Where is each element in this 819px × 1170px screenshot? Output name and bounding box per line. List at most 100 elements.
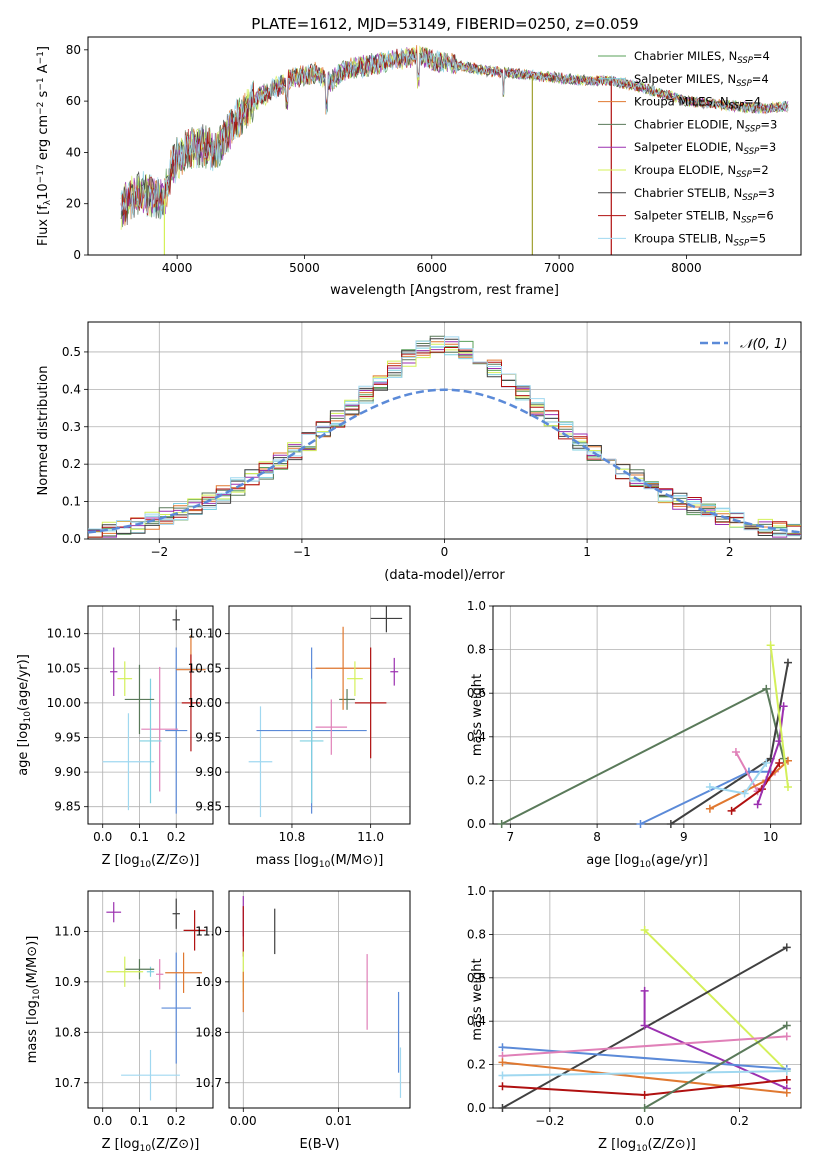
y-tick-label: 10.05 xyxy=(188,661,222,675)
y-tick-label: 10.9 xyxy=(195,975,222,989)
weight-marker xyxy=(762,684,771,693)
y-axis-label: mass weight xyxy=(470,674,485,756)
x-tick-label: 8000 xyxy=(671,261,702,275)
y-tick-label: 0.8 xyxy=(467,643,486,657)
figure-title: PLATE=1612, MJD=53149, FIBERID=0250, z=0… xyxy=(251,15,638,33)
y-tick-label: 10.00 xyxy=(47,696,81,710)
weight-marker xyxy=(731,748,740,757)
x-tick-label: 2 xyxy=(726,545,734,559)
normal-curve xyxy=(87,388,802,534)
x-axis-label: E(B-V) xyxy=(299,1137,339,1152)
x-axis-label: Z [log10(Z/Z⊙)] xyxy=(598,1137,696,1154)
y-tick-label: 0.3 xyxy=(62,420,81,434)
weight-marker xyxy=(782,1088,791,1097)
y-tick-label: 0.1 xyxy=(62,495,81,509)
weight-marker xyxy=(753,800,762,809)
x-tick-label: 9 xyxy=(680,830,688,844)
y-tick-label: 0.4 xyxy=(467,1014,486,1028)
weight-marker xyxy=(779,702,788,711)
weight-marker xyxy=(705,804,714,813)
weight-marker xyxy=(782,1075,791,1084)
weight-series xyxy=(644,1024,788,1109)
age-vs-Z-chart: 0.0 0.1 0.2 9.85 9.90 9.95 10.00 10.05 10.10 Z [l… xyxy=(16,605,214,870)
weight-vs-age-chart: 7 8 9 10 0.0 0.2 0.4 0.6 0.8 1.0 age [log10(age/yr… xyxy=(467,599,802,870)
x-tick-label: −1 xyxy=(293,545,311,559)
x-tick-label: 6000 xyxy=(416,261,447,275)
y-tick-label: 9.95 xyxy=(54,730,81,744)
y-tick-label: 0.4 xyxy=(62,382,81,396)
legend-entry: Kroupa ELODIE, NSSP=2 xyxy=(634,163,769,180)
y-tick-label: 10.7 xyxy=(54,1076,81,1090)
x-tick-label: −2 xyxy=(150,545,168,559)
weight-marker xyxy=(782,1067,791,1076)
weight-series xyxy=(502,1061,787,1094)
weight-marker xyxy=(640,1104,649,1112)
weight-series xyxy=(502,1046,787,1070)
y-tick-label: 60 xyxy=(66,94,81,108)
axes-frame xyxy=(87,890,214,1109)
x-tick-label: 0.01 xyxy=(325,1114,352,1128)
x-axis-label: (data-model)/error xyxy=(384,568,505,583)
weight-marker xyxy=(498,1058,507,1067)
error-bars xyxy=(242,896,402,1098)
legend-entry: 𝒩(0, 1) xyxy=(740,337,787,352)
y-tick-label: 10.8 xyxy=(195,1025,222,1039)
weight-marker xyxy=(640,1021,649,1030)
weight-series xyxy=(502,1070,787,1077)
x-axis-label: age [log10(age/yr)] xyxy=(586,853,708,870)
residuals-chart: −2 −1 0 1 2 0.0 0.1 0.2 0.3 0.4 0.5 𝒩(0, 1) (data-mo… xyxy=(36,321,802,583)
x-axis-label: Z [log10(Z/Z⊙)] xyxy=(102,1137,200,1154)
axes-frame xyxy=(228,605,411,825)
weight-marker xyxy=(762,758,771,767)
weight-marker xyxy=(727,806,736,815)
y-axis-label: age [log10(age/yr)] xyxy=(16,654,33,776)
y-tick-label: 80 xyxy=(66,43,81,57)
y-tick-label: 0.0 xyxy=(62,532,81,546)
spectrum-line xyxy=(120,47,789,220)
y-tick-label: 10.00 xyxy=(188,696,222,710)
y-axis-label: mass [log10(M/M⊙)] xyxy=(25,936,42,1064)
weight-marker xyxy=(766,641,775,650)
axes-frame xyxy=(87,36,802,256)
weight-marker xyxy=(498,1082,507,1091)
y-axis-label: Flux [fλ10−17 erg cm−2 s−1 A−1] xyxy=(36,46,53,246)
y-tick-label: 9.90 xyxy=(54,765,81,779)
y-tick-label: 0.6 xyxy=(467,971,486,985)
y-tick-label: 9.90 xyxy=(195,765,222,779)
x-tick-label: 7000 xyxy=(544,261,575,275)
x-tick-label: 0.0 xyxy=(93,830,112,844)
x-tick-label: 11.0 xyxy=(357,830,384,844)
axes-frame xyxy=(87,605,214,825)
weight-marker xyxy=(705,782,714,791)
x-tick-label: 10 xyxy=(763,830,778,844)
y-tick-label: 0.0 xyxy=(467,817,486,831)
weight-marker xyxy=(782,1021,791,1030)
x-tick-label: 0.0 xyxy=(93,1114,112,1128)
x-tick-label: −0.2 xyxy=(535,1114,564,1128)
y-tick-label: 10.9 xyxy=(54,975,81,989)
x-tick-label: 0.1 xyxy=(130,1114,149,1128)
axes-frame xyxy=(492,605,802,825)
x-tick-label: 0.2 xyxy=(167,1114,186,1128)
y-tick-label: 10.10 xyxy=(188,627,222,641)
legend-entry: Salpeter STELIB, NSSP=6 xyxy=(634,209,774,226)
age-vs-mass-chart: 10.8 11.0 9.85 9.90 9.95 10.00 10.05 10.10 mass … xyxy=(188,605,411,870)
weight-series xyxy=(643,929,788,1072)
y-tick-label: 11.0 xyxy=(195,924,222,938)
y-tick-label: 10.8 xyxy=(54,1025,81,1039)
legend-entry: Salpeter MILES, NSSP=4 xyxy=(634,72,769,89)
y-tick-label: 0.2 xyxy=(467,1058,486,1072)
y-tick-label: 0.4 xyxy=(467,730,486,744)
x-tick-label: 0.1 xyxy=(130,830,149,844)
y-tick-label: 1.0 xyxy=(467,884,486,898)
y-tick-label: 20 xyxy=(66,197,81,211)
y-tick-label: 0.5 xyxy=(62,345,81,359)
legend-entry: Kroupa MILES, NSSP=4 xyxy=(634,95,761,112)
y-tick-label: 0.2 xyxy=(62,457,81,471)
error-bars xyxy=(102,609,206,814)
weight-marker xyxy=(497,820,506,828)
x-tick-label: 0.2 xyxy=(167,830,186,844)
histogram-series xyxy=(88,347,801,538)
x-tick-label: 0.0 xyxy=(635,1114,654,1128)
